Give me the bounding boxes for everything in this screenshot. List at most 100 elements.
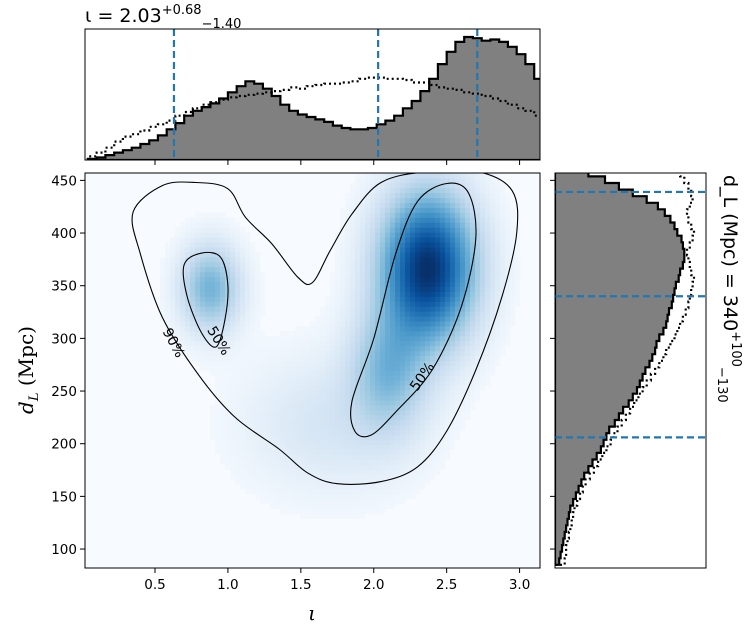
heatmap-cell [210,335,216,342]
heatmap-cell [325,321,331,327]
heatmap-cell [320,326,326,332]
heatmap-cell [175,266,181,273]
heatmap-cell [370,232,376,238]
heatmap-cell [490,360,496,366]
heatmap-cell [260,474,266,480]
heatmap-cell [300,493,306,500]
heatmap-cell [390,385,396,391]
heatmap-cell [465,316,471,322]
heatmap-cell [395,370,401,376]
heatmap-cell [175,301,181,307]
heatmap-cell [255,489,261,495]
heatmap-cell [245,340,251,347]
heatmap-cell [390,489,396,495]
heatmap-cell [255,350,261,357]
heatmap-cell [335,498,341,505]
heatmap-cell [180,271,186,278]
heatmap-cell [200,350,206,357]
top-panel-frame [84,28,541,161]
heatmap-cell [240,232,246,238]
heatmap-cell [410,439,416,445]
heatmap-cell [385,182,391,189]
heatmap-cell [450,355,456,362]
heatmap-cell [360,350,366,357]
heatmap-cell [205,296,211,302]
heatmap-cell [255,429,261,436]
heatmap-cell [375,202,381,208]
heatmap-cell [440,321,446,327]
heatmap-cell [265,380,271,386]
heatmap-cell [390,370,396,376]
heatmap-cell [355,360,361,366]
heatmap-cell [470,177,476,184]
heatmap-cell [480,261,486,268]
heatmap-cell [220,271,226,278]
heatmap-cell [405,424,411,431]
heatmap-cell [455,335,461,342]
heatmap-cell [365,242,371,248]
heatmap-cell [425,370,431,376]
heatmap-cell [185,271,191,278]
heatmap-cell [340,385,346,391]
heatmap-cell [335,266,341,273]
heatmap-cell [300,484,306,490]
heatmap-cell [430,266,436,273]
heatmap-cell [255,375,261,381]
heatmap-cell [420,410,426,416]
heatmap-cell [415,405,421,411]
heatmap-cell [390,286,396,292]
heatmap-cell [290,439,296,445]
heatmap-cell [200,256,206,263]
heatmap-cell [215,242,221,248]
heatmap-cell [380,296,386,302]
heatmap-cell [425,173,431,179]
heatmap-cell [225,271,231,278]
heatmap-cell [475,182,481,189]
heatmap-cell [200,335,206,342]
heatmap-cell [370,306,376,312]
heatmap-cell [375,261,381,268]
heatmap-cell [350,449,356,455]
heatmap-cell [480,276,486,283]
heatmap-cell [350,242,356,248]
heatmap-cell [305,375,311,381]
heatmap-cell [345,207,351,213]
heatmap-cell [260,350,266,357]
heatmap-cell [310,335,316,342]
heatmap-cell [360,237,366,243]
heatmap-cell [355,197,361,204]
heatmap-cell [385,187,391,194]
heatmap-cell [395,306,401,312]
heatmap-cell [240,237,246,243]
heatmap-cell [475,306,481,312]
heatmap-cell [405,237,411,243]
heatmap-cell [515,301,521,307]
heatmap-cell [340,266,346,273]
heatmap-cell [435,187,441,194]
heatmap-cell [380,390,386,396]
heatmap-cell [240,410,246,416]
heatmap-cell [350,197,356,204]
heatmap-cell [300,469,306,475]
heatmap-cell [255,444,261,450]
heatmap-cell [250,400,256,406]
heatmap-cell [370,355,376,362]
heatmap-cell [330,370,336,376]
heatmap-cell [505,281,511,287]
heatmap-cell [370,291,376,297]
heatmap-cell [365,296,371,302]
heatmap-cell [200,355,206,362]
heatmap-cell [215,405,221,411]
heatmap-cell [480,380,486,386]
heatmap-cell [200,316,206,322]
heatmap-cell [175,306,181,312]
heatmap-cell [440,173,446,179]
heatmap-cell [445,247,451,253]
heatmap-cell [510,261,516,268]
heatmap-cell [360,424,366,431]
heatmap-cell [430,301,436,307]
heatmap-cell [385,459,391,465]
heatmap-cell [495,311,501,317]
heatmap-cell [370,266,376,273]
heatmap-cell [410,345,416,352]
